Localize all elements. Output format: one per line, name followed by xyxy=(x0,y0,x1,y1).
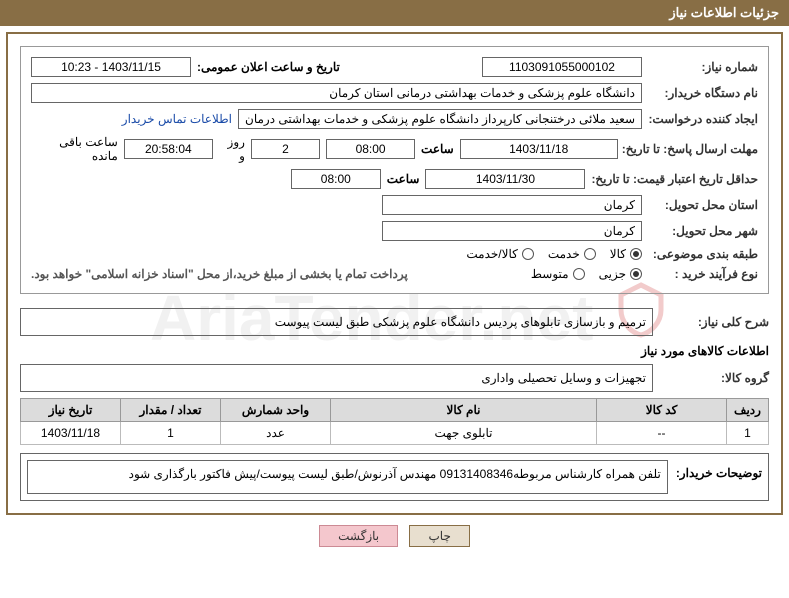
days-remain-label: روز و xyxy=(219,135,245,163)
cell-name: تابلوی جهت xyxy=(331,422,597,445)
validity-label: حداقل تاریخ اعتبار قیمت: تا تاریخ: xyxy=(591,172,758,186)
row-validity: حداقل تاریخ اعتبار قیمت: تا تاریخ: 1403/… xyxy=(31,169,758,189)
buyer-org-value: دانشگاه علوم پزشکی و خدمات بهداشتی درمان… xyxy=(31,83,642,103)
page-title-bar: جزئیات اطلاعات نیاز xyxy=(0,0,789,26)
deadline-time-label: ساعت xyxy=(421,142,454,156)
category-radio-group: کالا خدمت کالا/خدمت xyxy=(466,247,642,261)
category-label: طبقه بندی موضوعی: xyxy=(648,247,758,261)
cell-qty: 1 xyxy=(121,422,221,445)
cell-date: 1403/11/18 xyxy=(21,422,121,445)
announce-label: تاریخ و ساعت اعلان عمومی: xyxy=(197,60,340,74)
cell-code: -- xyxy=(597,422,727,445)
deadline-time: 08:00 xyxy=(326,139,415,159)
th-qty: تعداد / مقدار xyxy=(121,399,221,422)
desc-label: شرح کلی نیاز: xyxy=(659,315,769,329)
radio-service-circle xyxy=(584,248,596,260)
goods-table: ردیف کد کالا نام کالا واحد شمارش تعداد /… xyxy=(20,398,769,445)
page-title: جزئیات اطلاعات نیاز xyxy=(669,5,779,20)
radio-both-circle xyxy=(522,248,534,260)
row-province: استان محل تحویل: کرمان xyxy=(31,195,758,215)
creator-label: ایجاد کننده درخواست: xyxy=(648,112,758,126)
comment-box: توضیحات خریدار: تلفن همراه کارشناس مربوط… xyxy=(20,453,769,501)
radio-service[interactable]: خدمت xyxy=(548,247,596,261)
table-header-row: ردیف کد کالا نام کالا واحد شمارش تعداد /… xyxy=(21,399,769,422)
announce-value: 1403/11/15 - 10:23 xyxy=(31,57,191,77)
city-value: کرمان xyxy=(382,221,642,241)
payment-note: پرداخت تمام یا بخشی از مبلغ خرید،از محل … xyxy=(31,267,408,281)
deadline-date: 1403/11/18 xyxy=(460,139,618,159)
print-button[interactable]: چاپ xyxy=(409,525,469,547)
days-remain: 2 xyxy=(251,139,320,159)
th-date: تاریخ نیاز xyxy=(21,399,121,422)
row-buyer-org: نام دستگاه خریدار: دانشگاه علوم پزشکی و … xyxy=(31,83,758,103)
radio-medium[interactable]: متوسط xyxy=(531,267,585,281)
th-name: نام کالا xyxy=(331,399,597,422)
validity-date: 1403/11/30 xyxy=(425,169,585,189)
radio-medium-label: متوسط xyxy=(531,267,569,281)
table-row: 1 -- تابلوی جهت عدد 1 1403/11/18 xyxy=(21,422,769,445)
comment-label: توضیحات خریدار: xyxy=(676,460,762,494)
radio-both[interactable]: کالا/خدمت xyxy=(466,247,533,261)
back-button[interactable]: بازگشت xyxy=(319,525,398,547)
radio-service-label: خدمت xyxy=(548,247,580,261)
hours-remain: 20:58:04 xyxy=(124,139,213,159)
button-row: چاپ بازگشت xyxy=(0,525,789,547)
row-creator: ایجاد کننده درخواست: سعید ملائی درختنجان… xyxy=(31,109,758,129)
radio-goods-circle xyxy=(630,248,642,260)
group-label: گروه کالا: xyxy=(659,371,769,385)
th-code: کد کالا xyxy=(597,399,727,422)
th-unit: واحد شمارش xyxy=(221,399,331,422)
row-process: نوع فرآیند خرید : جزیی متوسط پرداخت تمام… xyxy=(31,267,758,281)
city-label: شهر محل تحویل: xyxy=(648,224,758,238)
cell-row: 1 xyxy=(727,422,769,445)
row-group: گروه کالا: تجهیزات و وسایل تحصیلی واداری xyxy=(20,364,769,392)
th-row: ردیف xyxy=(727,399,769,422)
content-frame: شماره نیاز: 1103091055000102 تاریخ و ساع… xyxy=(6,32,783,515)
row-city: شهر محل تحویل: کرمان xyxy=(31,221,758,241)
process-radio-group: جزیی متوسط xyxy=(531,267,642,281)
group-value: تجهیزات و وسایل تحصیلی واداری xyxy=(20,364,653,392)
row-category: طبقه بندی موضوعی: کالا خدمت کالا/خدمت xyxy=(31,247,758,261)
row-need-number: شماره نیاز: 1103091055000102 تاریخ و ساع… xyxy=(31,57,758,77)
radio-both-label: کالا/خدمت xyxy=(466,247,517,261)
desc-value: ترمیم و بازسازی تابلوهای پردیس دانشگاه ع… xyxy=(20,308,653,336)
row-deadline: مهلت ارسال پاسخ: تا تاریخ: 1403/11/18 سا… xyxy=(31,135,758,163)
radio-partial[interactable]: جزیی xyxy=(599,267,642,281)
remain-label: ساعت باقی مانده xyxy=(31,135,118,163)
province-label: استان محل تحویل: xyxy=(648,198,758,212)
cell-unit: عدد xyxy=(221,422,331,445)
radio-medium-circle xyxy=(573,268,585,280)
radio-goods[interactable]: کالا xyxy=(610,247,642,261)
need-number-label: شماره نیاز: xyxy=(648,60,758,74)
province-value: کرمان xyxy=(382,195,642,215)
creator-value: سعید ملائی درختنجانی کارپرداز دانشگاه عل… xyxy=(238,109,642,129)
deadline-label: مهلت ارسال پاسخ: تا تاریخ: xyxy=(624,142,758,156)
details-box: شماره نیاز: 1103091055000102 تاریخ و ساع… xyxy=(20,46,769,294)
validity-time-label: ساعت xyxy=(387,172,420,186)
radio-partial-circle xyxy=(630,268,642,280)
radio-goods-label: کالا xyxy=(610,247,626,261)
goods-section-title: اطلاعات کالاهای مورد نیاز xyxy=(20,344,769,358)
contact-link[interactable]: اطلاعات تماس خریدار xyxy=(122,112,232,126)
process-label: نوع فرآیند خرید : xyxy=(648,267,758,281)
need-number-value: 1103091055000102 xyxy=(482,57,642,77)
comment-value: تلفن همراه کارشناس مربوطه09131408346 مهن… xyxy=(27,460,668,494)
row-desc: شرح کلی نیاز: ترمیم و بازسازی تابلوهای پ… xyxy=(20,308,769,336)
buyer-org-label: نام دستگاه خریدار: xyxy=(648,86,758,100)
validity-time: 08:00 xyxy=(291,169,381,189)
radio-partial-label: جزیی xyxy=(599,267,626,281)
